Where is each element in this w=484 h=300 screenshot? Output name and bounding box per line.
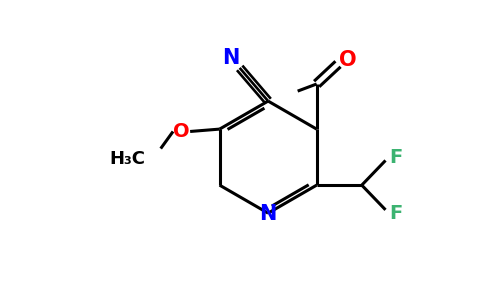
Text: O: O	[339, 50, 356, 70]
Text: F: F	[389, 148, 403, 166]
Text: F: F	[389, 204, 403, 223]
Text: O: O	[173, 122, 190, 141]
Text: H₃C: H₃C	[109, 150, 145, 168]
Text: N: N	[222, 48, 240, 68]
Text: N: N	[259, 204, 277, 224]
